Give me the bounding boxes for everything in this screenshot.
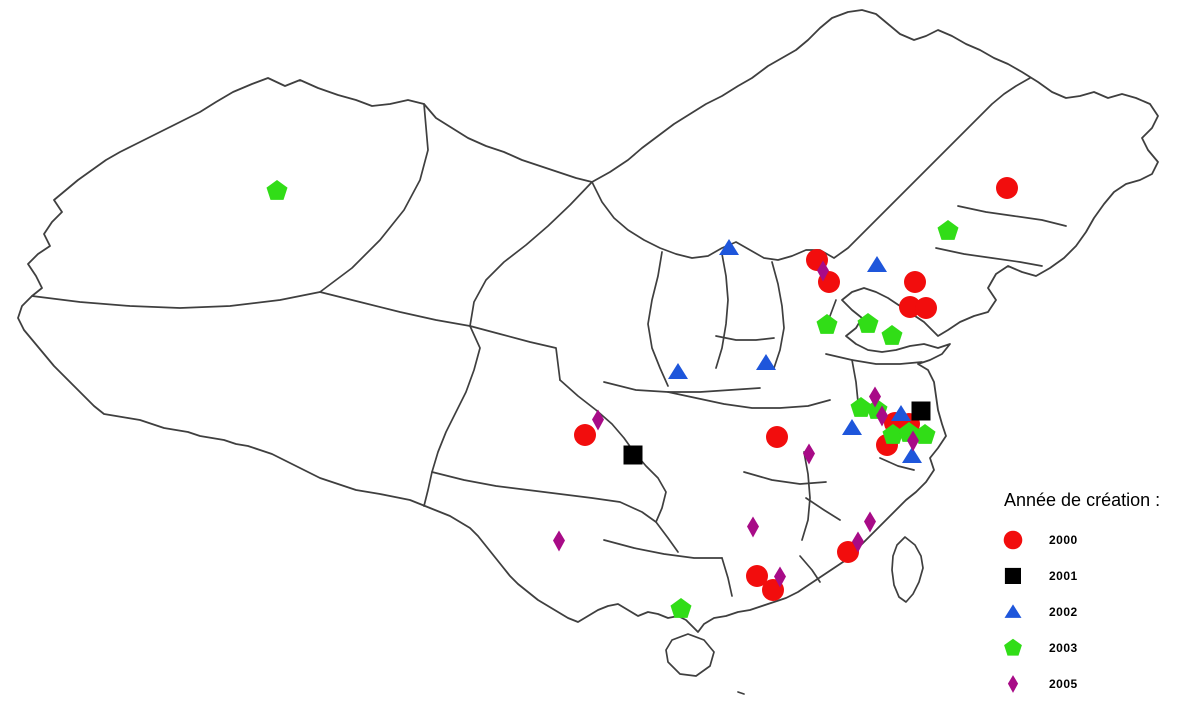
legend-item-3: 2003 [998, 637, 1194, 659]
island-dot [737, 691, 745, 695]
marker-2003-pentagon [857, 313, 879, 333]
legend-year-2005-icon [998, 672, 1028, 696]
marker-2002-triangle [668, 363, 688, 379]
marker-2001-square [623, 445, 643, 465]
marker-2005-diamond [907, 430, 919, 452]
square-glyph [1004, 567, 1021, 584]
marker-2000-circle [746, 565, 768, 587]
marker-2003-pentagon [882, 424, 904, 444]
marker-2003-pentagon [914, 424, 936, 444]
legend-item-1: 2001 [998, 565, 1194, 587]
marker-2005-diamond [876, 405, 888, 427]
triangle-glyph [1004, 604, 1022, 618]
marker-2003-pentagon [816, 314, 838, 334]
legend-item-label: 2002 [1049, 605, 1078, 619]
marker-2005-diamond [747, 516, 759, 538]
legend-item-label: 2000 [1049, 533, 1078, 547]
marker-2003-pentagon [937, 220, 959, 240]
taiwan-island-path [891, 536, 924, 603]
legend-item-label: 2001 [1049, 569, 1078, 583]
legend-item-label: 2005 [1049, 677, 1078, 691]
map-markers-layer [266, 177, 1018, 618]
legend-year-2003-icon [998, 636, 1028, 660]
marker-2002-triangle [902, 447, 922, 463]
diamond-glyph [1007, 675, 1019, 693]
pentagon-glyph [1004, 638, 1022, 656]
marker-2001-square [911, 401, 931, 421]
marker-2000-circle [904, 271, 926, 293]
marker-2002-triangle [719, 239, 739, 255]
legend-item-2: 2002 [998, 601, 1194, 623]
china-map-borders [17, 9, 1159, 695]
marker-2005-diamond [803, 443, 815, 465]
marker-2005-diamond [592, 409, 604, 431]
china-outline-path [17, 9, 1159, 633]
marker-2005-diamond [869, 386, 881, 408]
marker-2000-circle [766, 426, 788, 448]
marker-2002-triangle [867, 256, 887, 272]
marker-2002-triangle [756, 354, 776, 370]
legend-year-2000-icon [998, 528, 1028, 552]
marker-2000-circle [837, 541, 859, 563]
marker-2000-circle [574, 424, 596, 446]
marker-2003-pentagon [881, 325, 903, 345]
legend-item-0: 2000 [998, 529, 1194, 551]
marker-2003-pentagon [850, 397, 872, 417]
hainan-island-path [665, 633, 715, 677]
legend-item-label: 2003 [1049, 641, 1078, 655]
marker-2002-triangle [891, 405, 911, 421]
legend-item-4: 2005 [998, 673, 1194, 695]
marker-2005-diamond [774, 566, 786, 588]
marker-2003-pentagon [266, 180, 288, 200]
province-borders [31, 77, 1067, 597]
marker-2005-diamond [553, 530, 565, 552]
marker-2002-triangle [842, 419, 862, 435]
marker-2000-circle [915, 297, 937, 319]
marker-2003-pentagon [670, 598, 692, 618]
legend: Année de création : 2000 2001 2002 2003 … [998, 490, 1194, 709]
marker-2000-circle [996, 177, 1018, 199]
marker-2005-diamond [864, 511, 876, 533]
legend-year-2001-icon [998, 564, 1028, 588]
circle-glyph [1003, 530, 1023, 550]
legend-year-2002-icon [998, 600, 1028, 624]
marker-2005-diamond [852, 531, 864, 553]
marker-2005-diamond [817, 260, 829, 282]
marker-2000-circle [899, 296, 921, 318]
legend-title: Année de création : [1004, 490, 1161, 510]
